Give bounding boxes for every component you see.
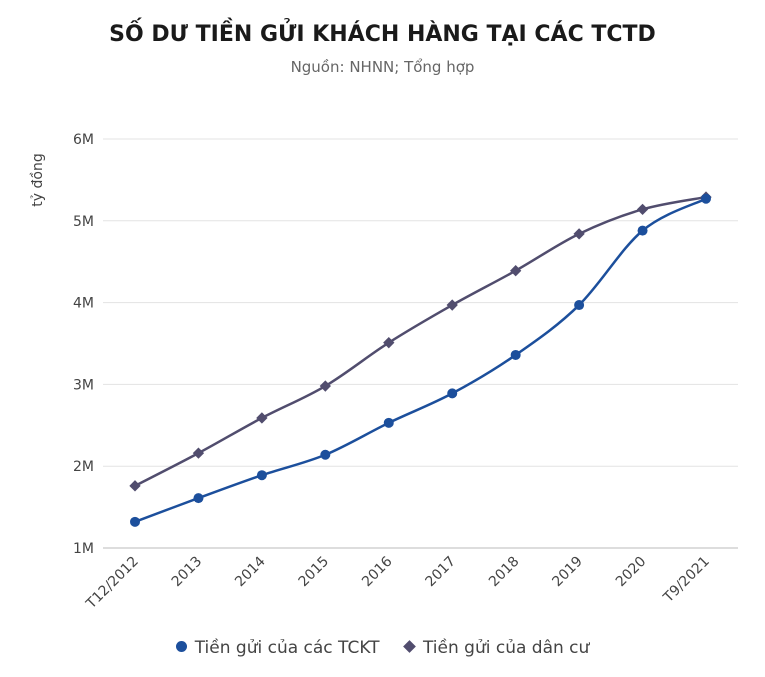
x-tick-label: 2015 bbox=[296, 554, 333, 591]
y-tick-label: 4M bbox=[73, 296, 94, 312]
x-tick-label: T12/2012 bbox=[83, 554, 142, 613]
y-tick-label: 3M bbox=[73, 377, 94, 393]
y-tick-label: 1M bbox=[73, 541, 94, 557]
y-tick-label: 2M bbox=[73, 459, 94, 475]
legend-label: Tiền gửi của các TCKT bbox=[194, 638, 380, 658]
legend-item-dan-cu[interactable]: Tiền gửi của dân cư bbox=[403, 638, 590, 658]
legend: Tiền gửi của các TCKT Tiền gửi của dân c… bbox=[0, 638, 765, 658]
x-tick-label: 2017 bbox=[423, 554, 460, 591]
x-tick-label: 2020 bbox=[613, 554, 650, 591]
x-tick-label: 2013 bbox=[169, 554, 206, 591]
series-line-0 bbox=[134, 197, 707, 523]
data-point-diamond bbox=[192, 447, 205, 459]
y-tick-label: 6M bbox=[73, 132, 94, 148]
data-point-circle bbox=[510, 349, 521, 360]
data-point-diamond bbox=[383, 337, 395, 349]
data-point-diamond bbox=[636, 203, 649, 216]
series-line-1 bbox=[134, 195, 707, 487]
y-tick-label: 5M bbox=[73, 214, 94, 230]
chart-subtitle: Nguồn: NHNN; Tổng hợp bbox=[290, 58, 475, 76]
x-tick-label: 2014 bbox=[232, 553, 269, 590]
x-tick-label: 2016 bbox=[359, 553, 396, 590]
circle-marker-icon bbox=[175, 641, 187, 652]
diamond-marker-icon bbox=[403, 640, 416, 653]
legend-label: Tiền gửi của dân cư bbox=[422, 638, 590, 658]
data-point-diamond bbox=[129, 480, 141, 492]
legend-item-tckt[interactable]: Tiền gửi của các TCKT bbox=[175, 638, 380, 658]
data-point-circle bbox=[130, 516, 140, 527]
data-point-circle bbox=[320, 449, 331, 460]
data-point-circle bbox=[447, 388, 458, 399]
data-point-diamond bbox=[319, 380, 331, 392]
y-axis-label: tỷ đồng bbox=[29, 153, 46, 206]
x-tick-label: T9/2021 bbox=[660, 554, 713, 607]
data-point-circle bbox=[701, 193, 711, 204]
data-point-circle bbox=[256, 470, 267, 481]
x-tick-label: 2018 bbox=[486, 554, 523, 591]
data-point-diamond bbox=[446, 299, 458, 311]
data-point-circle bbox=[383, 417, 394, 428]
data-point-circle bbox=[637, 225, 648, 236]
data-point-circle bbox=[574, 300, 585, 311]
chart-title: SỐ DƯ TIỀN GỬI KHÁCH HÀNG TẠI CÁC TCTD bbox=[109, 22, 656, 47]
x-tick-label: 2019 bbox=[549, 554, 586, 591]
data-point-diamond bbox=[510, 265, 522, 277]
data-point-diamond bbox=[256, 412, 268, 424]
data-point-circle bbox=[193, 493, 204, 504]
data-point-diamond bbox=[573, 228, 585, 240]
